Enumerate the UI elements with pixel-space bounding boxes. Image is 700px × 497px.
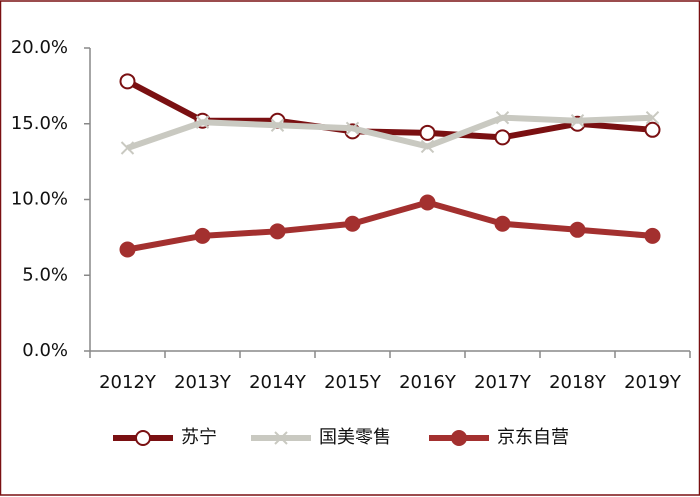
x-tick-label: 2014Y	[249, 372, 307, 393]
y-tick-label: 15.0%	[11, 113, 68, 134]
legend-label: 京东自营	[497, 427, 569, 448]
marker	[569, 221, 586, 238]
legend-label: 国美零售	[319, 427, 391, 448]
marker	[451, 430, 467, 446]
x-tick-label: 2019Y	[624, 372, 682, 393]
marker	[119, 73, 136, 90]
series-line	[126, 114, 653, 151]
marker	[494, 129, 511, 146]
x-tick-label: 2013Y	[174, 372, 232, 393]
marker	[270, 118, 285, 132]
marker	[269, 223, 286, 240]
marker	[274, 431, 288, 445]
marker	[419, 194, 436, 211]
marker	[644, 227, 661, 244]
marker	[645, 110, 660, 125]
series-line	[126, 199, 653, 253]
marker	[120, 141, 135, 155]
marker	[644, 121, 661, 138]
marker	[495, 110, 510, 125]
x-tick-label: 2012Y	[99, 372, 157, 393]
marker	[195, 115, 210, 129]
marker	[345, 121, 360, 136]
marker	[420, 139, 435, 154]
marker	[135, 430, 151, 446]
marker	[344, 215, 361, 232]
y-tick-label: 5.0%	[22, 264, 68, 285]
y-tick-label: 10.0%	[11, 189, 68, 210]
legend-label: 苏宁	[181, 427, 217, 448]
marker	[119, 241, 136, 258]
y-tick-label: 0.0%	[22, 340, 68, 361]
x-tick-label: 2015Y	[324, 372, 382, 393]
x-tick-label: 2018Y	[549, 372, 607, 393]
marker	[494, 215, 511, 232]
marker	[419, 124, 436, 141]
marker	[194, 227, 211, 244]
y-tick-label: 20.0%	[11, 37, 68, 58]
x-tick-label: 2016Y	[399, 372, 457, 393]
x-tick-label: 2017Y	[474, 372, 532, 393]
marker	[570, 114, 585, 128]
